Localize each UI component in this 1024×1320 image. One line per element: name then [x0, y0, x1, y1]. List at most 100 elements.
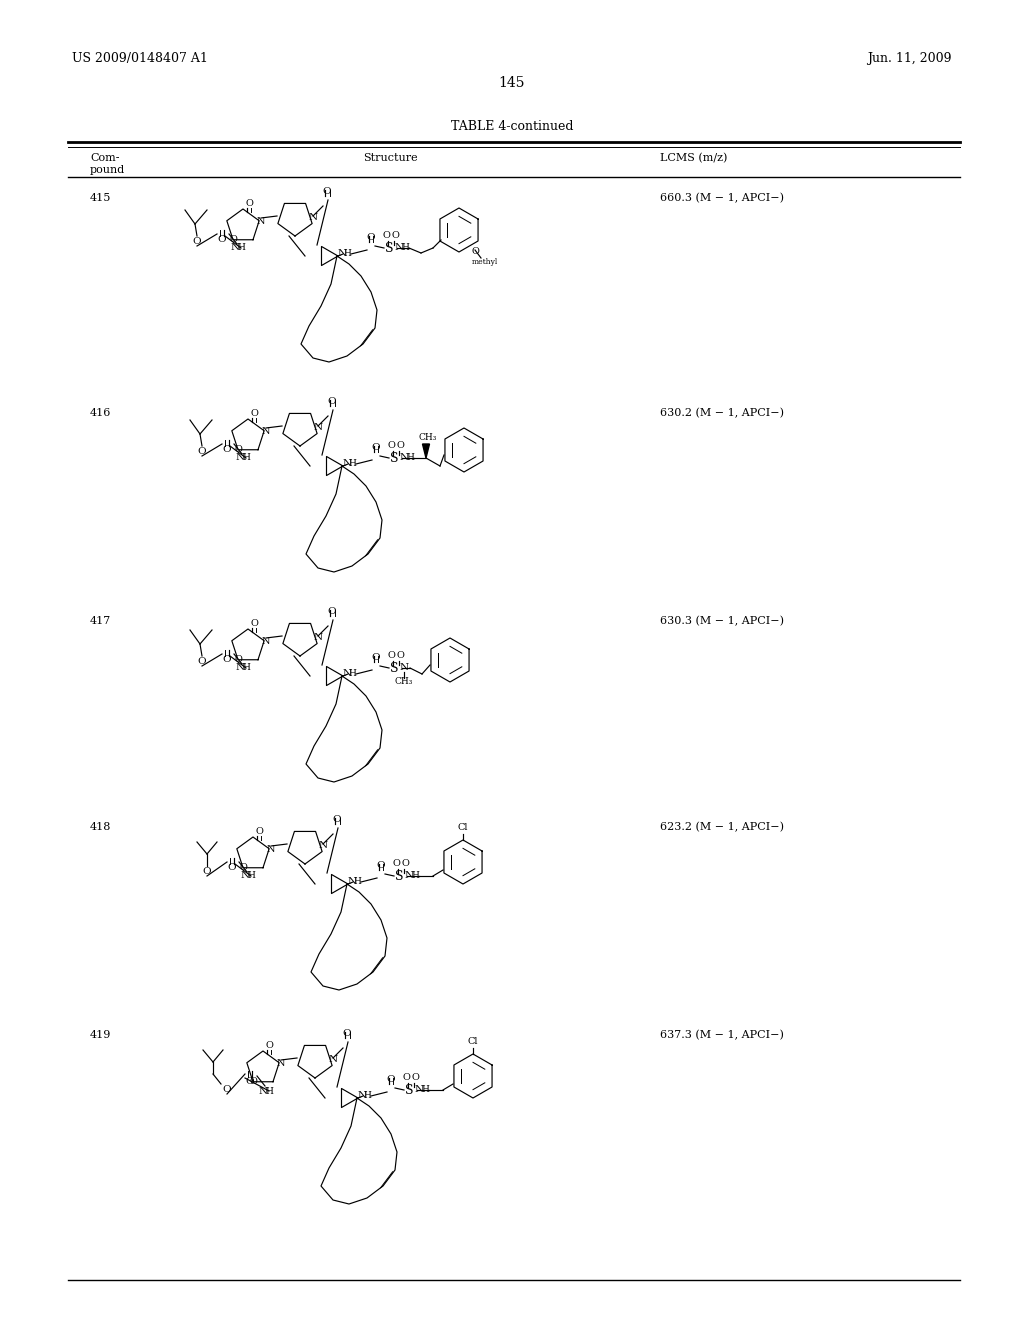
Text: 637.3 (M − 1, APCI−): 637.3 (M − 1, APCI−) — [660, 1030, 784, 1040]
Text: O: O — [401, 859, 409, 869]
Text: H: H — [348, 459, 356, 469]
Text: N: N — [313, 424, 323, 433]
Text: O: O — [193, 238, 202, 247]
Text: N: N — [338, 249, 346, 259]
Text: 418: 418 — [90, 822, 112, 832]
Text: N: N — [241, 871, 250, 880]
Text: O: O — [249, 1077, 257, 1086]
Text: N: N — [262, 636, 270, 645]
Text: N: N — [276, 1059, 286, 1068]
Text: N: N — [262, 426, 270, 436]
Text: O: O — [333, 816, 341, 825]
Text: N: N — [257, 216, 265, 226]
Text: US 2009/0148407 A1: US 2009/0148407 A1 — [72, 51, 208, 65]
Text: O: O — [323, 187, 332, 197]
Text: Com-
pound: Com- pound — [90, 153, 125, 174]
Text: H: H — [364, 1092, 371, 1101]
Text: O: O — [198, 447, 206, 457]
Text: O: O — [218, 235, 226, 244]
Text: 630.2 (M − 1, APCI−): 630.2 (M − 1, APCI−) — [660, 408, 784, 418]
Text: Jun. 11, 2009: Jun. 11, 2009 — [867, 51, 952, 65]
Text: 145: 145 — [499, 77, 525, 90]
Text: H: H — [401, 243, 409, 252]
Text: O: O — [402, 1073, 410, 1082]
Text: 415: 415 — [90, 193, 112, 203]
Text: H: H — [407, 454, 414, 462]
Text: O: O — [387, 652, 395, 660]
Text: H: H — [421, 1085, 429, 1094]
Text: O: O — [387, 1076, 395, 1085]
Text: O: O — [229, 235, 237, 244]
Text: O: O — [377, 862, 385, 870]
Text: 419: 419 — [90, 1030, 112, 1040]
Text: N: N — [347, 878, 356, 887]
Text: H: H — [348, 669, 356, 678]
Text: H: H — [265, 1086, 273, 1096]
Text: 417: 417 — [90, 616, 112, 626]
Text: S: S — [385, 242, 393, 255]
Text: O: O — [471, 248, 479, 256]
Text: 630.3 (M − 1, APCI−): 630.3 (M − 1, APCI−) — [660, 616, 784, 627]
Text: O: O — [234, 446, 242, 454]
Text: O: O — [367, 234, 376, 243]
Text: 623.2 (M − 1, APCI−): 623.2 (M − 1, APCI−) — [660, 822, 784, 833]
Text: TABLE 4-continued: TABLE 4-continued — [451, 120, 573, 133]
Text: CH₃: CH₃ — [419, 433, 437, 442]
Text: H: H — [242, 454, 250, 462]
Text: O: O — [203, 867, 211, 876]
Text: S: S — [390, 661, 398, 675]
Text: Structure: Structure — [362, 153, 418, 162]
Text: H: H — [242, 664, 250, 672]
Text: N: N — [258, 1086, 267, 1096]
Text: methyl: methyl — [472, 257, 498, 267]
Text: O: O — [250, 619, 258, 628]
Text: 416: 416 — [90, 408, 112, 418]
Text: O: O — [391, 231, 399, 240]
Text: O: O — [328, 397, 336, 407]
Text: S: S — [390, 451, 398, 465]
Text: O: O — [396, 441, 403, 450]
Text: N: N — [329, 1056, 338, 1064]
Text: N: N — [318, 842, 328, 850]
Text: O: O — [222, 446, 231, 454]
Text: N: N — [266, 845, 275, 854]
Text: N: N — [404, 871, 414, 880]
Text: S: S — [394, 870, 403, 883]
Text: H: H — [411, 871, 419, 880]
Text: O: O — [392, 859, 400, 869]
Text: O: O — [387, 441, 395, 450]
Text: O: O — [372, 653, 380, 663]
Text: H: H — [353, 878, 360, 887]
Text: O: O — [411, 1073, 419, 1082]
Text: N: N — [357, 1092, 367, 1101]
Text: O: O — [246, 1077, 254, 1085]
Text: Cl: Cl — [468, 1038, 478, 1047]
Text: O: O — [227, 863, 237, 873]
Text: O: O — [396, 652, 403, 660]
Text: O: O — [265, 1041, 273, 1051]
Text: 660.3 (M − 1, APCI−): 660.3 (M − 1, APCI−) — [660, 193, 784, 203]
Text: CH₃: CH₃ — [395, 677, 414, 686]
Text: N: N — [313, 634, 323, 643]
Text: O: O — [343, 1030, 351, 1039]
Text: H: H — [343, 249, 351, 259]
Text: N: N — [399, 454, 409, 462]
Text: N: N — [394, 243, 403, 252]
Text: S: S — [404, 1084, 414, 1097]
Text: N: N — [236, 454, 245, 462]
Text: N: N — [308, 214, 317, 223]
Text: H: H — [238, 243, 245, 252]
Text: O: O — [245, 199, 253, 209]
Text: O: O — [239, 863, 247, 873]
Text: O: O — [328, 607, 336, 616]
Text: N: N — [342, 669, 351, 678]
Text: N: N — [236, 664, 245, 672]
Text: N: N — [342, 459, 351, 469]
Text: O: O — [222, 1085, 231, 1094]
Text: O: O — [198, 657, 206, 667]
Text: Cl: Cl — [458, 824, 468, 833]
Text: O: O — [372, 444, 380, 453]
Text: O: O — [255, 828, 263, 837]
Text: O: O — [222, 656, 231, 664]
Text: N: N — [230, 243, 240, 252]
